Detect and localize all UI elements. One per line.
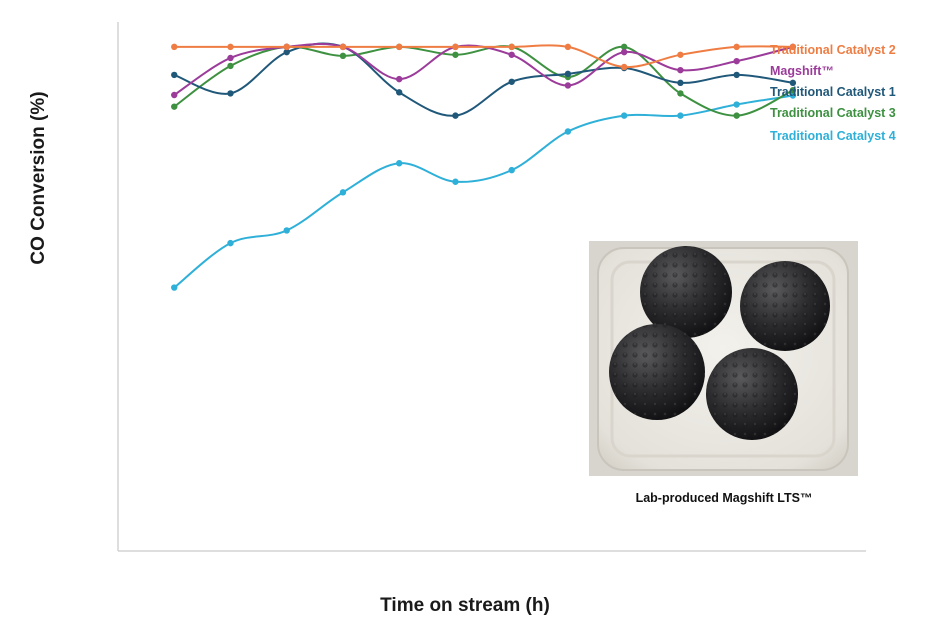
data-point — [283, 43, 290, 51]
data-point — [452, 178, 459, 185]
catalyst-ball — [706, 348, 798, 440]
data-point — [508, 43, 515, 51]
data-point — [733, 57, 740, 65]
data-point — [283, 48, 290, 56]
data-point — [227, 54, 234, 62]
data-point — [620, 43, 628, 51]
data-point — [677, 112, 684, 119]
data-point — [227, 43, 234, 51]
inset-photo: Lab-produced Magshift LTS™ — [589, 241, 858, 505]
legend-label: Traditional Catalyst 2 — [770, 43, 896, 57]
data-point — [396, 75, 403, 83]
data-point — [227, 239, 234, 247]
data-point — [789, 92, 797, 99]
data-point — [508, 166, 515, 174]
legend-label: Traditional Catalyst 1 — [770, 85, 896, 99]
data-point — [620, 112, 628, 119]
data-point — [452, 112, 459, 119]
data-point — [620, 48, 628, 56]
data-point — [677, 66, 684, 74]
x-axis-title: Time on stream (h) — [380, 595, 550, 616]
data-point — [677, 51, 684, 58]
legend-label: Traditional Catalyst 4 — [770, 129, 896, 143]
data-point — [396, 89, 403, 96]
data-point — [508, 78, 515, 85]
inset-caption: Lab-produced Magshift LTS™ — [636, 491, 813, 505]
data-point — [396, 43, 403, 51]
data-point — [564, 128, 572, 135]
data-point — [508, 51, 515, 58]
legend: Traditional Catalyst 2 Magshift™ Tradition… — [770, 43, 896, 143]
data-point — [171, 43, 178, 51]
series-traditional-catalyst-4 — [171, 92, 797, 291]
data-point — [564, 70, 572, 78]
data-point — [171, 284, 178, 291]
data-point — [227, 62, 234, 70]
data-point — [339, 43, 347, 51]
data-point — [452, 51, 459, 58]
series-layer — [171, 42, 797, 291]
series-traditional-catalyst-1 — [171, 42, 797, 119]
series-line — [174, 44, 793, 68]
data-point — [452, 43, 459, 51]
data-point — [564, 43, 572, 51]
legend-label: Traditional Catalyst 3 — [770, 106, 896, 120]
legend-label: Magshift™ — [770, 64, 834, 78]
series-traditional-catalyst-2 — [171, 43, 797, 71]
catalyst-ball — [740, 261, 830, 351]
data-point — [733, 71, 740, 79]
data-point — [789, 87, 797, 94]
y-axis-title: CO Conversion (%) — [28, 91, 49, 264]
data-point — [171, 91, 178, 99]
data-point — [733, 112, 740, 119]
data-point — [171, 103, 178, 110]
data-point — [789, 43, 797, 51]
data-point — [733, 43, 740, 51]
data-point — [677, 90, 684, 97]
data-point — [339, 52, 347, 60]
data-point — [339, 189, 347, 196]
data-point — [733, 101, 740, 108]
data-point — [171, 71, 178, 79]
data-point — [620, 63, 628, 71]
data-point — [396, 160, 403, 167]
catalyst-ball — [609, 324, 705, 420]
data-point — [227, 90, 234, 97]
data-point — [283, 227, 290, 234]
data-point — [789, 79, 797, 87]
catalyst-ball — [640, 246, 732, 338]
data-point — [677, 79, 684, 87]
data-point — [564, 82, 572, 89]
